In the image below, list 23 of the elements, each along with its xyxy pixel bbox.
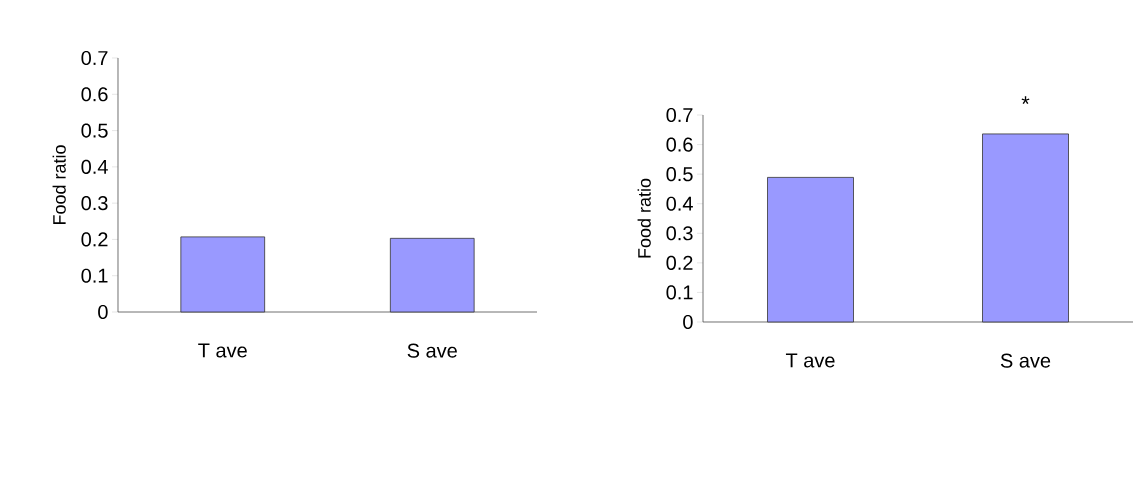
y-tick-label: 0.2: [81, 232, 108, 247]
y-tick-label: 0.6: [666, 137, 693, 152]
y-tick-label: 0.4: [81, 159, 108, 174]
y-tick-label: 0.4: [666, 196, 693, 211]
y-axis-title: Food ratio: [637, 178, 651, 258]
y-tick-label: 0: [98, 304, 108, 320]
y-tick-label: 0.2: [666, 255, 693, 270]
y-tick-label: 0.3: [81, 196, 108, 211]
y-tick-label: 0.1: [81, 268, 108, 283]
x-tick-label: T ave: [785, 353, 835, 368]
text: *: [1021, 96, 1030, 105]
y-tick-label: 0: [683, 314, 693, 330]
y-tick-label: 0.3: [666, 226, 693, 241]
y-tick-label: 0.5: [666, 167, 693, 182]
y-tick-label: 0.7: [666, 107, 693, 123]
x-tick-label: T ave: [198, 343, 247, 358]
y-tick-label: 0.5: [81, 123, 108, 138]
x-tick-label: S ave: [407, 343, 457, 358]
x-tick-label: S ave: [1000, 353, 1051, 368]
y-axis-title: Food ratio: [52, 145, 66, 225]
y-tick-label: 0.1: [666, 285, 693, 300]
y-tick-label: 0.6: [81, 87, 108, 102]
y-tick-label: 0.7: [81, 50, 108, 66]
